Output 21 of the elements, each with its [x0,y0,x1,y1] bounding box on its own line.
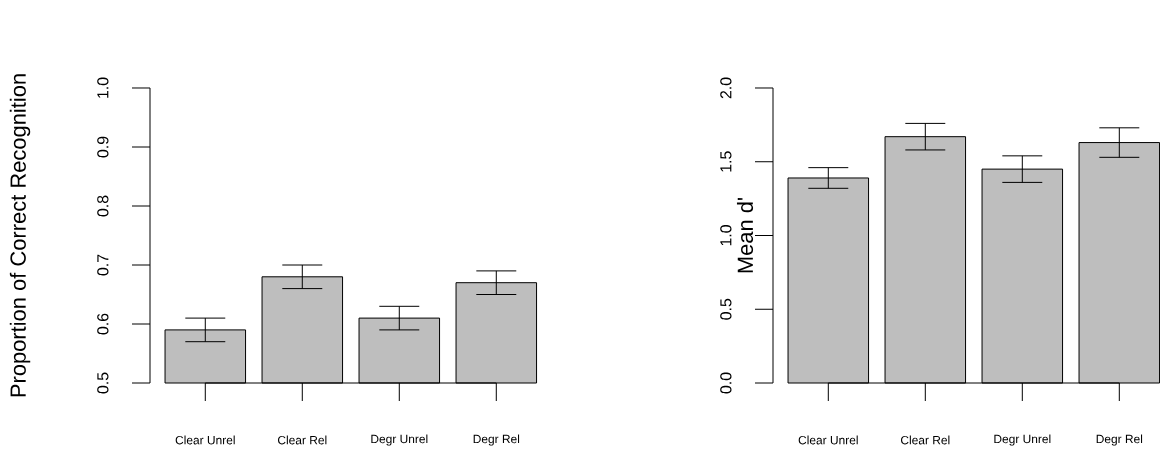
y-tick-label: 0.0 [720,372,732,394]
y-tick-label: 1.5 [720,151,732,172]
y-tick-label: 0.6 [97,313,109,335]
y-tick-label: 0.7 [97,254,109,276]
y-tick-label: 1.0 [97,77,109,98]
x-tick-label: Degr Rel [473,434,520,446]
y-tick-label: 2.0 [720,77,732,99]
y-tick-label: 0.5 [97,372,109,394]
y-tick-label: 0.8 [97,195,109,217]
y-axis-title: Mean d' [736,197,754,273]
x-tick-label: Clear Unrel [175,435,235,445]
x-tick-label: Degr Unrel [371,434,428,446]
x-tick-label: Degr Rel [1096,434,1143,446]
y-tick-label: 0.5 [720,298,732,320]
y-axis-title: Proportion of Correct Recognition [9,74,31,397]
x-tick-label: Clear Rel [901,435,950,445]
y-tick-label: 1.0 [720,225,732,246]
x-tick-label: Clear Rel [277,435,327,445]
x-tick-label: Clear Unrel [798,435,858,445]
y-tick-label: 0.9 [97,136,109,158]
x-tick-label: Degr Unrel [994,434,1051,446]
